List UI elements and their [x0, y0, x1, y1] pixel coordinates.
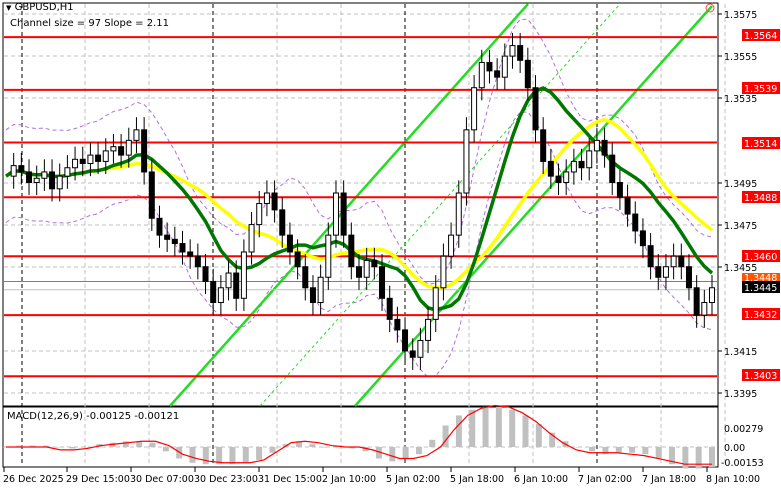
svg-text:1.3432: 1.3432: [744, 310, 777, 321]
svg-text:1.3403: 1.3403: [744, 371, 777, 382]
support-resistance-levels: [4, 36, 717, 378]
svg-text:1.3460: 1.3460: [744, 252, 777, 263]
macd-indicator: [3, 404, 715, 469]
svg-text:1.3555: 1.3555: [724, 52, 757, 63]
svg-text:1.3415: 1.3415: [724, 347, 757, 358]
svg-text:6 Jan 10:00: 6 Jan 10:00: [514, 474, 568, 485]
svg-text:29 Dec 15:00: 29 Dec 15:00: [66, 474, 130, 485]
svg-text:1.3535: 1.3535: [724, 94, 757, 105]
svg-text:5 Jan 02:00: 5 Jan 02:00: [386, 474, 440, 485]
svg-text:2 Jan 10:00: 2 Jan 10:00: [322, 474, 376, 485]
svg-text:1.3514: 1.3514: [744, 139, 777, 150]
svg-text:1.3539: 1.3539: [744, 84, 777, 95]
svg-text:1.3564: 1.3564: [744, 31, 777, 42]
svg-text:1.3575: 1.3575: [724, 10, 757, 21]
channel-anchor-icon[interactable]: [705, 3, 715, 13]
svg-text:1.3475: 1.3475: [724, 221, 757, 232]
svg-text:1.3395: 1.3395: [724, 389, 757, 400]
svg-text:5 Jan 18:00: 5 Jan 18:00: [450, 474, 504, 485]
price-axis: 1.35751.35551.35351.34951.34751.34551.34…: [718, 10, 780, 469]
svg-text:1.3495: 1.3495: [724, 179, 757, 190]
symbol-label: GBPUSD,H1: [14, 2, 74, 13]
macd-legend: MACD(12,26,9) -0.00125 -0.00121: [7, 411, 180, 422]
svg-text:1.3455: 1.3455: [724, 263, 757, 274]
time-axis: 26 Dec 2025 29 Dec 15:00 30 Dec 07:00 30 De…: [3, 467, 760, 485]
svg-text:0.00279: 0.00279: [724, 424, 763, 435]
svg-text:7 Jan 02:00: 7 Jan 02:00: [578, 474, 632, 485]
svg-text:26 Dec 2025: 26 Dec 2025: [3, 474, 64, 485]
svg-text:31 Dec 15:00: 31 Dec 15:00: [258, 474, 322, 485]
svg-text:1.3445: 1.3445: [744, 283, 777, 294]
svg-text:8 Jan 10:00: 8 Jan 10:00: [706, 474, 760, 485]
svg-text:0.00: 0.00: [724, 443, 745, 454]
macd-pane[interactable]: [2, 406, 719, 468]
main-pane[interactable]: [2, 2, 719, 407]
svg-text:30 Dec 07:00: 30 Dec 07:00: [130, 474, 194, 485]
svg-text:7 Jan 18:00: 7 Jan 18:00: [642, 474, 696, 485]
svg-text:1.3448: 1.3448: [744, 273, 777, 284]
svg-text:30 Dec 23:00: 30 Dec 23:00: [194, 474, 258, 485]
channel-info: Channel size = 97 Slope = 2.11: [10, 18, 170, 29]
symbol-title: ▼ GBPUSD,H1: [6, 2, 74, 13]
collapse-triangle-icon[interactable]: ▼: [6, 4, 12, 12]
svg-text:1.3488: 1.3488: [744, 193, 777, 204]
candlesticks: [10, 32, 715, 370]
regression-channel: [169, 3, 713, 407]
grid-lines: [4, 4, 726, 466]
svg-text:-0.00153: -0.00153: [721, 458, 764, 469]
